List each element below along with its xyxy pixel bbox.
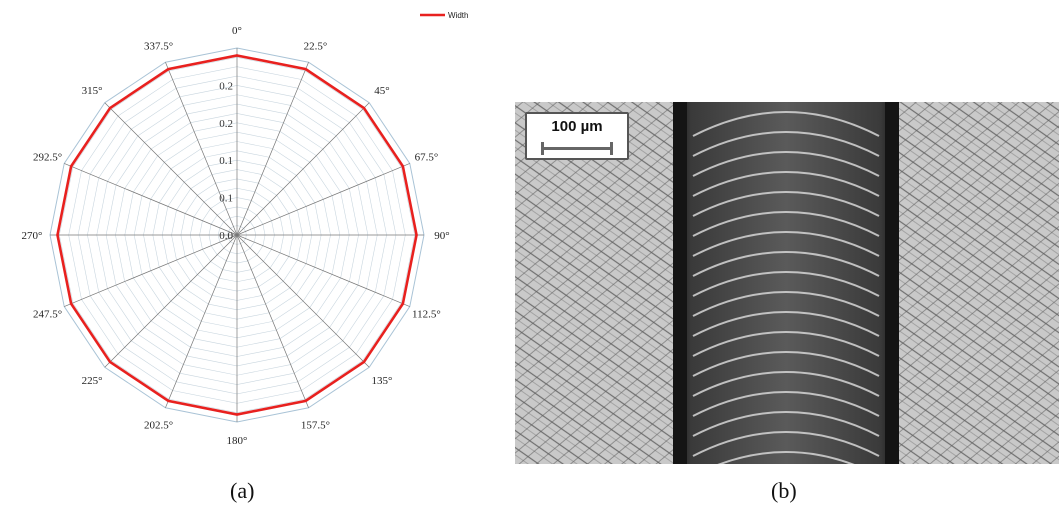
series-point [56, 233, 59, 237]
series-point [415, 233, 418, 237]
direction-label: 337.5° [144, 41, 173, 53]
direction-label: 157.5° [301, 419, 330, 431]
weld-ripple [692, 211, 880, 237]
direction-label: 315° [82, 85, 103, 97]
weld-ripple [692, 111, 880, 137]
weld-track-micrograph [515, 102, 1059, 464]
series-point [362, 360, 366, 364]
panel-label-a: (a) [230, 478, 255, 503]
direction-label: 112.5° [412, 308, 441, 320]
weld-ripple [692, 371, 880, 397]
grid-spoke [165, 234, 238, 408]
weld-ripple [692, 231, 880, 257]
grid-spoke [236, 102, 370, 236]
grid-spoke [104, 102, 238, 236]
series-point [69, 165, 73, 168]
series-point [401, 302, 405, 305]
series-point [235, 413, 239, 416]
radial-tick-label: 0.1 [219, 155, 233, 167]
direction-label: 292.5° [33, 152, 62, 164]
weld-ripple [692, 331, 880, 357]
weld-ripple [692, 191, 880, 217]
direction-label: 202.5° [144, 419, 173, 431]
radial-tick-label: 0.2 [219, 80, 233, 92]
direction-label: 90° [434, 230, 449, 242]
polar-chart: 0.0 0.1 0.1 0.2 0.2 0° 22.5° 45° 67.5° 90° 112.5° 1… [22, 11, 469, 447]
direction-label: 22.5° [304, 41, 328, 53]
series-point [401, 165, 405, 168]
grid-spoke [236, 62, 309, 236]
weld-ripple [692, 171, 880, 197]
series-point [167, 67, 170, 71]
weld-ripple [692, 411, 880, 437]
grid-spoke [236, 163, 410, 236]
series-point [304, 67, 307, 71]
series-point [69, 302, 73, 305]
weld-ripple [692, 291, 880, 317]
weld-ripple [717, 451, 855, 464]
legend-label: Width [448, 11, 468, 20]
series-point [108, 360, 112, 364]
direction-label: 135° [372, 375, 393, 387]
grid-spoke [64, 234, 238, 307]
scale-bar-label: 100 µm [551, 118, 603, 135]
panel-label-b: (b) [771, 478, 797, 503]
weld-ripple [692, 271, 880, 297]
direction-label: 225° [82, 375, 103, 387]
weld-ripple [692, 251, 880, 277]
direction-label: 67.5° [415, 152, 439, 164]
micrograph-image: 100 µm [515, 102, 1059, 464]
grid-spoke [64, 163, 238, 236]
series-point [304, 399, 307, 403]
series-point [362, 106, 366, 110]
weld-ripple [692, 431, 880, 457]
grid-spoke [236, 234, 309, 408]
direction-label: 0° [232, 25, 242, 37]
weld-ripple [692, 151, 880, 177]
grid-spoke [165, 62, 238, 236]
radial-tick-label: 0.0 [219, 230, 233, 242]
grid-spoke [104, 234, 238, 368]
series-point [167, 399, 170, 403]
series-point [108, 106, 112, 110]
weld-ripple [692, 391, 880, 417]
radial-tick-label: 0.2 [219, 118, 233, 130]
scale-bar: 100 µm [525, 112, 629, 160]
weld-ripple [692, 131, 880, 157]
direction-label: 270° [22, 230, 43, 242]
grid-spoke [236, 234, 410, 307]
radial-tick-label: 0.1 [219, 193, 233, 205]
series-point [235, 54, 239, 57]
grid-spoke [236, 234, 370, 368]
direction-label: 180° [227, 435, 248, 447]
scale-bar-line [541, 142, 613, 155]
weld-ripple [692, 311, 880, 337]
weld-ripple [692, 351, 880, 377]
direction-label: 45° [374, 85, 389, 97]
direction-label: 247.5° [33, 308, 62, 320]
